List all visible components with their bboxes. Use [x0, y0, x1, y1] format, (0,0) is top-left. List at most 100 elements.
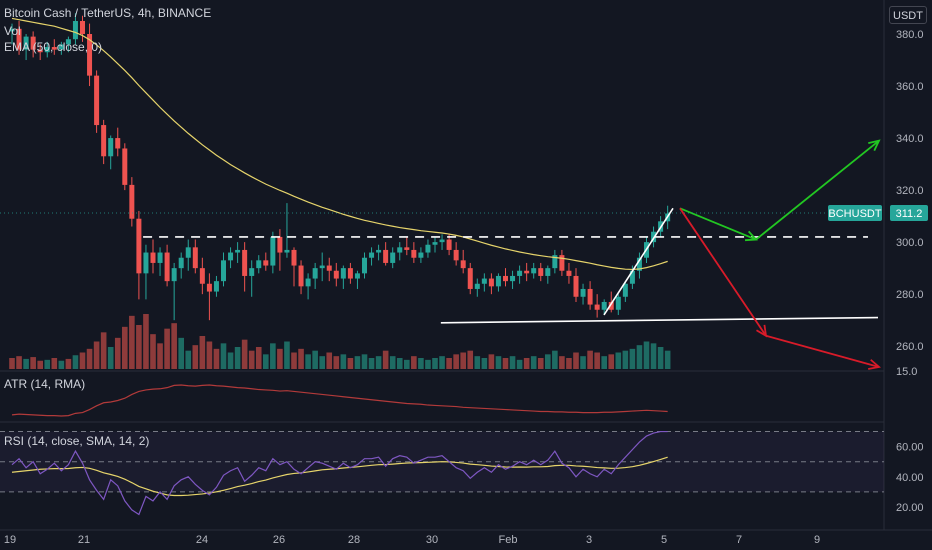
candle-body — [65, 39, 71, 45]
volume-bar — [227, 352, 234, 369]
symbol-tag-text: BCHUSDT — [828, 208, 881, 220]
candle-body — [115, 138, 121, 149]
chart-title[interactable]: Bitcoin Cash / TetherUS, 4h, BINANCE — [4, 6, 212, 20]
candle-body — [277, 236, 283, 253]
candle-body — [538, 268, 544, 276]
volume-bar — [44, 359, 51, 369]
volume-bar — [587, 350, 593, 369]
volume-bar — [37, 360, 43, 369]
volume-bar — [566, 358, 572, 369]
atr-line — [11, 384, 668, 417]
candle-body — [185, 247, 191, 258]
atr-legend[interactable]: ATR (14, RMA) — [4, 377, 86, 391]
volume-bar — [432, 358, 438, 369]
candle-body — [206, 283, 212, 292]
symbol-tag — [828, 204, 882, 221]
volume-bar — [100, 332, 107, 369]
time-tick-label: 30 — [426, 534, 438, 546]
volume-bar — [192, 345, 199, 369]
candle-body — [524, 270, 530, 274]
ema-line — [11, 17, 668, 271]
candle-body — [58, 44, 64, 50]
breakout-trendline — [603, 207, 674, 316]
support-line — [440, 316, 879, 324]
candle-body — [559, 255, 565, 271]
candle-body — [150, 252, 156, 263]
candle-body — [580, 288, 586, 297]
candle-body — [270, 236, 276, 266]
candle-body — [291, 249, 297, 266]
candle-body — [16, 28, 22, 50]
volume-bar — [418, 358, 424, 369]
volume-bar — [368, 358, 375, 369]
ema-legend[interactable]: EMA (50, close, 0) — [4, 40, 103, 54]
time-tick-label: Feb — [499, 534, 518, 546]
candle-body — [213, 281, 219, 292]
candle-body — [460, 260, 466, 269]
volume-bar — [657, 347, 664, 369]
candle-body — [376, 249, 382, 253]
drawings[interactable] — [143, 139, 881, 370]
volume-bar — [270, 343, 276, 369]
grid — [0, 0, 932, 531]
candle-body — [594, 304, 600, 310]
volume-bar — [107, 347, 114, 369]
volume-bar — [382, 350, 389, 369]
volume-bar — [509, 356, 516, 369]
bearish-arrow-leg2-head — [868, 359, 881, 370]
price-tick-label: 260.0 — [896, 341, 924, 353]
candle-body — [573, 275, 579, 297]
candle-body — [136, 218, 142, 274]
candle-body — [629, 270, 635, 284]
volume-bars — [9, 314, 671, 369]
volume-bar — [636, 345, 643, 369]
candle-body — [418, 252, 424, 258]
volume-bar — [93, 341, 100, 369]
volume-bar — [114, 337, 121, 369]
volume-bar — [340, 354, 347, 369]
volume-bar — [178, 337, 184, 369]
rsi-legend[interactable]: RSI (14, close, SMA, 14, 2) — [4, 434, 150, 448]
volume-bar — [629, 348, 636, 369]
volume-legend[interactable]: Vol — [4, 24, 21, 38]
candle-body — [228, 252, 234, 261]
candle-body — [404, 247, 410, 250]
volume-bar — [277, 348, 283, 369]
candle-body — [517, 270, 523, 276]
currency-button[interactable]: USDT — [889, 6, 927, 24]
candle-body — [347, 268, 353, 279]
candle-body — [284, 249, 290, 253]
volume-bar — [284, 341, 290, 369]
volume-bar — [601, 356, 607, 369]
bearish-arrow-leg1 — [679, 207, 767, 337]
candle-body — [467, 268, 473, 289]
volume-bar — [594, 352, 600, 369]
volume-bar — [213, 348, 220, 369]
candle-body — [157, 252, 163, 263]
time-tick-label: 28 — [348, 534, 360, 546]
volume-bar — [516, 359, 523, 369]
candle-body — [72, 21, 78, 40]
volume-bar — [234, 347, 241, 369]
time-tick-label: 9 — [814, 534, 820, 546]
volume-bar — [354, 356, 361, 369]
volume-bar — [72, 355, 79, 369]
candle-body — [354, 273, 360, 279]
volume-bar — [545, 354, 551, 369]
price-tick-label: 320.0 — [896, 185, 924, 197]
candle-body — [256, 260, 262, 269]
volume-bar — [150, 334, 156, 369]
rsi-lines — [11, 430, 668, 516]
candle-body — [439, 239, 445, 243]
volume-bar — [347, 358, 354, 369]
time-tick-label: 19 — [4, 534, 16, 546]
candle-body — [566, 270, 572, 276]
candle-body — [495, 275, 501, 287]
candle-body — [305, 278, 311, 287]
volume-bar — [164, 328, 170, 369]
time-tick-label: 3 — [586, 534, 592, 546]
volume-bar — [573, 352, 579, 369]
candle-body — [221, 260, 226, 282]
